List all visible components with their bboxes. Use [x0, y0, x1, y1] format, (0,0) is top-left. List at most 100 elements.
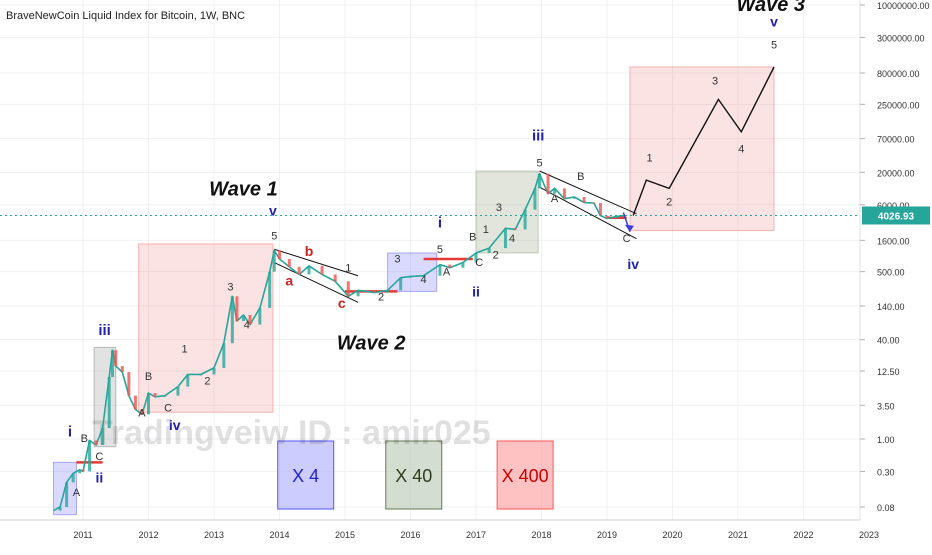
projection [622, 66, 775, 233]
candle [615, 216, 619, 219]
candle [272, 250, 276, 272]
candle [65, 482, 69, 507]
candle [356, 290, 360, 297]
wave-label: 1 [181, 343, 187, 355]
candle [598, 203, 602, 216]
price-tick-label: 0.30 [877, 467, 895, 477]
candle [78, 469, 82, 474]
time-tick-label: 2017 [466, 530, 486, 540]
candle [461, 262, 465, 268]
wave-label: c [338, 295, 346, 311]
price-tick-label: 6000.00 [877, 201, 910, 211]
wave-label: 4 [244, 320, 250, 332]
candle [386, 290, 390, 293]
candle [592, 202, 596, 204]
wave-label: 2 [493, 249, 499, 261]
candle [71, 473, 75, 483]
channel-line [274, 248, 359, 277]
price-tick-label: 1.00 [877, 435, 895, 445]
price-tick-label: 70000.00 [877, 135, 915, 145]
candle [110, 350, 114, 377]
wave-label: 2 [204, 376, 210, 388]
price-tick-label: 3000000.00 [877, 33, 925, 43]
price-tick-label: 140.00 [877, 302, 905, 312]
wave-label: 4 [738, 143, 744, 155]
time-axis[interactable]: 2011 2012 2013 2014 2015 2016 2017 2018 2019 2020… [73, 530, 879, 540]
candle [127, 372, 131, 396]
candle [133, 395, 137, 410]
candle [523, 209, 527, 230]
candle [372, 290, 376, 293]
candle [621, 215, 625, 217]
wave-box [475, 170, 539, 254]
wave-title: Wave 3 [736, 0, 805, 16]
wave-label: 5 [536, 157, 542, 169]
price-tick-label: 40.00 [877, 336, 900, 346]
time-tick-label: 2019 [597, 530, 617, 540]
wave-box [138, 243, 274, 413]
wave-label: v [269, 203, 277, 219]
wave-label: 5 [771, 39, 777, 51]
candle [487, 248, 491, 253]
candle [474, 252, 478, 263]
candle [448, 264, 452, 268]
wave-label: C [475, 257, 483, 269]
candle [605, 215, 609, 219]
wave-label: ii [95, 469, 103, 485]
wave-label: a [285, 272, 293, 288]
candle [268, 271, 272, 308]
wave-label: 4 [421, 274, 427, 286]
candle [533, 188, 537, 210]
candle [120, 366, 124, 373]
candle [140, 409, 144, 415]
wave-label: 1 [345, 263, 351, 275]
chart-title: BraveNewCoin Liquid Index for Bitcoin, 1… [6, 10, 245, 22]
wave-box [629, 66, 775, 232]
price-tick-label: 3.50 [877, 401, 895, 411]
candle [176, 386, 180, 396]
price-tick-label: 500.00 [877, 268, 905, 278]
wave-label: iii [532, 128, 545, 145]
candle [582, 197, 586, 203]
current-price-box [862, 206, 930, 225]
wave-label: C [95, 451, 103, 463]
candle [333, 274, 337, 282]
time-tick-label: 2020 [662, 530, 682, 540]
price-axis-bg [860, 0, 932, 550]
channel-line [539, 186, 637, 240]
channel-line [539, 170, 637, 215]
price-tick-label: 800000.00 [877, 69, 920, 79]
wave-label: B [469, 231, 476, 243]
candle [58, 507, 62, 511]
wave-label: 4 [509, 233, 515, 245]
candle [94, 440, 98, 446]
trend-channels [274, 170, 637, 303]
time-tick-label: 2022 [793, 530, 813, 540]
projection-line [632, 66, 775, 216]
price-axis[interactable]: 10000000.00 3000000.00 800000.00 250000.00 7… [860, 1, 930, 513]
wave-label: 2 [378, 292, 384, 304]
wave-title: Wave 2 [337, 332, 406, 354]
wave-title: Wave 1 [209, 178, 278, 200]
wave-label: 1 [483, 224, 489, 236]
wave-label: ii [472, 283, 480, 299]
price-tick-label: 0.08 [877, 503, 895, 513]
wave-boxes [53, 66, 775, 516]
candle [235, 296, 239, 322]
candle [241, 314, 245, 322]
candle [163, 395, 167, 397]
time-tick-label: 2013 [204, 530, 224, 540]
down-arrow-head [624, 224, 634, 232]
multiplier-label: X 400 [502, 466, 549, 486]
wave-label: 5 [437, 244, 443, 256]
candle [553, 188, 557, 194]
current-price-label: 4026.93 [878, 211, 915, 222]
multiplier-label: X 4 [292, 466, 319, 486]
candle [222, 343, 226, 368]
candle [147, 393, 150, 415]
candle [230, 296, 234, 344]
multiplier-label: X 40 [395, 466, 432, 486]
candle [438, 264, 442, 276]
